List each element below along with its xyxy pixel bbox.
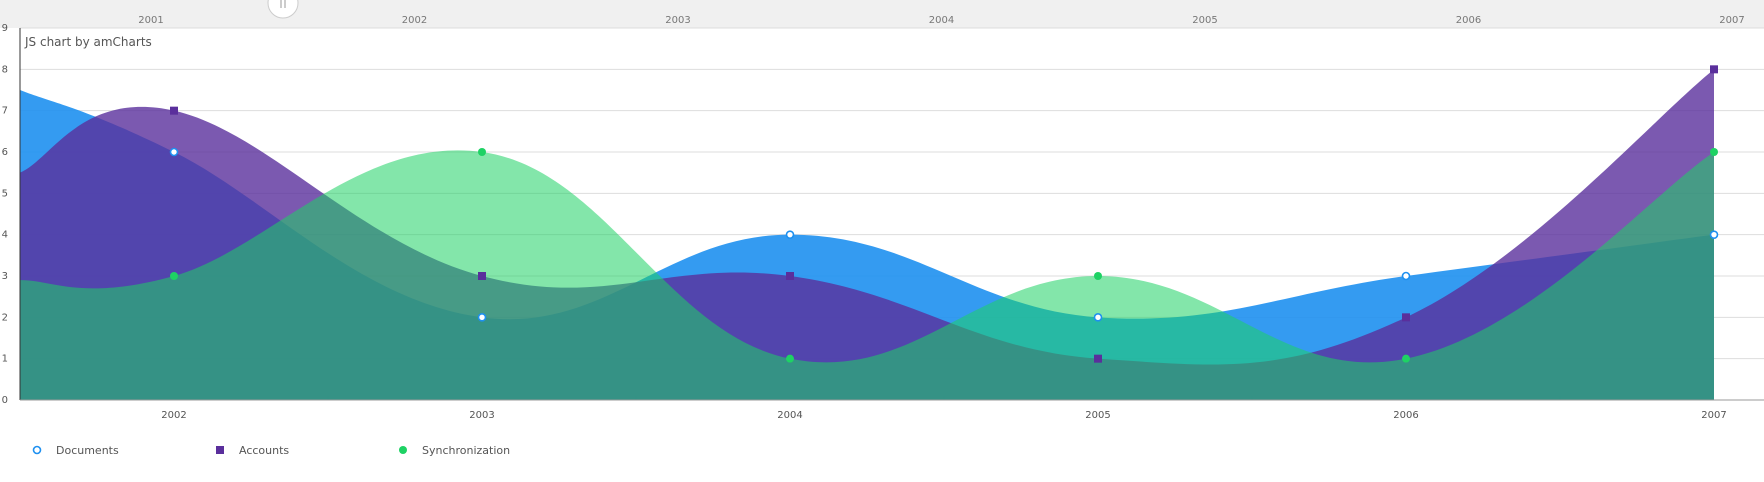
marker-accounts[interactable] [170, 106, 178, 115]
legend-marker-accounts [213, 443, 227, 457]
y-tick-label: 1 [2, 354, 8, 365]
y-tick-label: 6 [2, 147, 8, 158]
legend-item-documents[interactable]: Documents [30, 440, 213, 460]
x-tick-label: 2007 [1701, 410, 1726, 421]
marker-documents[interactable] [1401, 271, 1411, 281]
series-markers [169, 65, 1719, 363]
scrollbar-label: 2006 [1456, 15, 1481, 26]
series-areas [20, 69, 1714, 400]
x-tick-label: 2005 [1085, 410, 1110, 421]
scrollbar-background[interactable] [0, 0, 1764, 28]
legend-item-accounts[interactable]: Accounts [213, 440, 396, 460]
marker-documents[interactable] [1709, 230, 1719, 239]
x-axis-ticks: 2002 2003 2004 2005 2006 2007 [161, 410, 1726, 421]
marker-documents[interactable] [477, 313, 487, 322]
scrollbar-label: 2002 [402, 15, 427, 26]
legend-item-synchronization[interactable]: Synchronization [396, 440, 579, 460]
chart-credit[interactable]: JS chart by amCharts [24, 35, 152, 49]
x-tick-label: 2003 [469, 410, 494, 421]
y-axis-ticks: 0 1 2 3 4 5 6 7 8 9 [2, 23, 8, 406]
y-tick-label: 4 [2, 230, 8, 241]
scrollbar-label: 2004 [929, 15, 954, 26]
scrollbar-label: 2005 [1192, 15, 1217, 26]
scrollbar-labels: 2001 2002 2003 2004 2005 2006 2007 [138, 15, 1744, 26]
marker-documents[interactable] [785, 230, 795, 239]
marker-synchronization[interactable] [1402, 354, 1410, 363]
x-tick-label: 2006 [1393, 410, 1418, 421]
y-tick-label: 5 [2, 188, 8, 199]
marker-synchronization[interactable] [478, 148, 486, 156]
marker-accounts[interactable] [1710, 65, 1718, 74]
marker-documents[interactable] [1093, 313, 1103, 322]
legend: Documents Accounts Synchronization [30, 440, 579, 460]
legend-marker-documents [30, 443, 44, 457]
marker-accounts[interactable] [1094, 354, 1102, 363]
marker-accounts[interactable] [478, 272, 486, 280]
y-tick-label: 3 [2, 271, 8, 282]
y-tick-label: 7 [2, 106, 8, 117]
y-tick-label: 2 [2, 312, 8, 323]
area-synchronization[interactable] [20, 150, 1714, 400]
legend-label-documents: Documents [56, 443, 119, 457]
marker-accounts[interactable] [786, 272, 794, 280]
marker-synchronization[interactable] [786, 354, 794, 363]
marker-accounts[interactable] [1402, 313, 1410, 322]
scrollbar-label: 2003 [665, 15, 690, 26]
marker-synchronization[interactable] [1710, 148, 1718, 156]
legend-label-accounts: Accounts [239, 443, 290, 457]
x-tick-label: 2004 [777, 410, 802, 421]
scrollbar-label: 2007 [1719, 15, 1744, 26]
marker-synchronization[interactable] [1094, 272, 1102, 280]
marker-synchronization[interactable] [170, 272, 178, 280]
legend-marker-synchronization [396, 443, 410, 457]
marker-documents[interactable] [169, 147, 179, 157]
x-tick-label: 2002 [161, 410, 186, 421]
y-tick-label: 9 [2, 23, 8, 34]
scrollbar-label: 2001 [138, 15, 163, 26]
legend-label-synchronization: Synchronization [422, 443, 511, 457]
y-tick-label: 0 [2, 395, 8, 406]
y-tick-label: 8 [2, 64, 8, 75]
scrollbar-grip[interactable] [267, 0, 299, 19]
scrollbar-grip-handle[interactable] [267, 0, 299, 19]
